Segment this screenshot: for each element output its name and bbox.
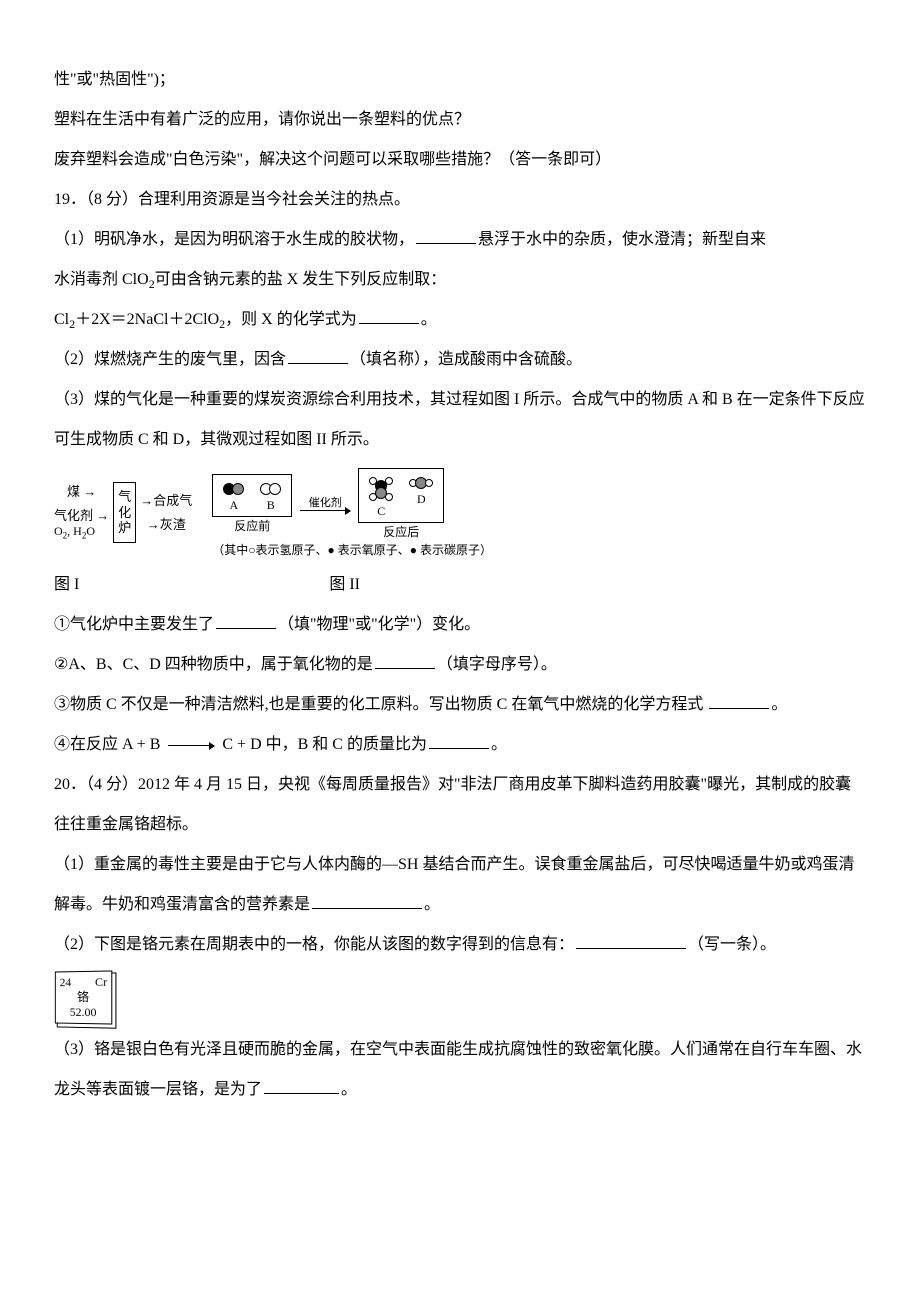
text: 。 — [491, 736, 507, 753]
text: Cl — [54, 311, 69, 328]
text: ①气化炉中主要发生了 — [54, 616, 214, 633]
element-name: 铬 — [57, 990, 110, 1005]
diagram-wrapper: 煤 气化剂 O2, H2O 气 化 炉 合成气 灰渣 A — [54, 468, 866, 557]
arrow-icon — [96, 508, 109, 523]
catalyst-label: 催化剂 — [309, 497, 342, 510]
text: （填字母序号）。 — [437, 656, 557, 673]
o-label: O — [86, 524, 95, 538]
text: （2）下图是铬元素在周期表中的一格，你能从该图的数字得到的信息有： — [54, 936, 574, 953]
text: （1）重金属的毒性主要是由于它与人体内酶的—SH 基结合而产生。误食重金属盐后，… — [54, 856, 854, 913]
text: 性"或"热固性")； — [54, 71, 175, 88]
coal-label: 煤 — [67, 484, 80, 499]
text: 可由含钠元素的盐 X 发生下列反应制取： — [155, 271, 447, 288]
text: （1）明矾净水，是因为明矾溶于水生成的胶状物， — [54, 231, 414, 248]
furnace-box: 气 化 炉 — [113, 482, 136, 543]
q20-header: 20．（4 分）2012 年 4 月 15 日，央视《每周质量报告》对"非法厂商… — [54, 765, 866, 845]
text: ，则 X 的化学式为 — [225, 311, 357, 328]
figure-labels: 图 I 图 II — [54, 565, 866, 605]
text: （填名称），造成酸雨中含硫酸。 — [350, 351, 582, 368]
text: 炉 — [118, 520, 131, 536]
label-a: A — [229, 498, 238, 512]
q19-part1-cont: 水消毒剂 ClO2可由含钠元素的盐 X 发生下列反应制取： — [54, 260, 866, 300]
q19-sub2: ②A、B、C、D 四种物质中，属于氧化物的是 （填字母序号）。 — [54, 645, 866, 685]
atomic-number: 24 — [60, 975, 72, 990]
intro-line-1: 性"或"热固性")； — [54, 60, 866, 100]
catalyst-arrow: 催化剂 — [300, 497, 350, 511]
blank-input[interactable] — [709, 693, 769, 709]
q20-part2: （2）下图是铬元素在周期表中的一格，你能从该图的数字得到的信息有： （写一条）。 — [54, 925, 866, 965]
text: C + D 中，B 和 C 的质量比为 — [218, 736, 427, 753]
text: 。 — [424, 896, 440, 913]
text: （3）铬是银白色有光泽且硬而脆的金属，在空气中表面能生成抗腐蚀性的致密氧化膜。人… — [54, 1041, 862, 1098]
atom-legend: （其中○表示氢原子、● 表示氧原子、● 表示碳原子） — [212, 543, 492, 557]
label-c: C — [377, 504, 385, 518]
arrow-icon — [147, 517, 160, 532]
label-d: D — [417, 492, 426, 506]
text: 水消毒剂 ClO — [54, 271, 149, 288]
q19-sub4: ④在反应 A + B C + D 中，B 和 C 的质量比为 。 — [54, 725, 866, 765]
text: 气 — [118, 489, 131, 505]
blank-input[interactable] — [416, 228, 476, 244]
atomic-mass: 52.00 — [57, 1005, 110, 1021]
q19-part2: （2）煤燃烧产生的废气里，因含 （填名称），造成酸雨中含硫酸。 — [54, 340, 866, 380]
q19-part3: （3）煤的气化是一种重要的煤炭资源综合利用技术，其过程如图 I 所示。合成气中的… — [54, 380, 866, 460]
fig1-label: 图 I — [54, 565, 79, 605]
q19-header: 19．（8 分）合理利用资源是当今社会关注的热点。 — [54, 180, 866, 220]
fig2-label: 图 II — [329, 565, 360, 605]
q19-equation: Cl2＋2X＝2NaCl＋2ClO2，则 X 的化学式为。 — [54, 300, 866, 340]
text: （2）煤燃烧产生的废气里，因含 — [54, 351, 286, 368]
text: 悬浮于水中的杂质，使水澄清；新型自来 — [478, 231, 766, 248]
gasifier-label: 气化剂 — [54, 508, 93, 523]
q20-part3: （3）铬是银白色有光泽且硬而脆的金属，在空气中表面能生成抗腐蚀性的致密氧化膜。人… — [54, 1030, 866, 1110]
blank-input[interactable] — [264, 1078, 339, 1094]
intro-line-3: 废弃塑料会造成"白色污染"，解决这个问题可以采取哪些措施？（答一条即可） — [54, 140, 866, 180]
blank-input[interactable] — [359, 308, 419, 324]
diagram-1-flowchart: 煤 气化剂 O2, H2O 气 化 炉 合成气 灰渣 — [54, 482, 192, 543]
text: ②A、B、C、D 四种物质中，属于氧化物的是 — [54, 656, 373, 673]
text: （填"物理"或"化学"）变化。 — [278, 616, 480, 633]
text: 。 — [421, 311, 437, 328]
text: ④在反应 A + B — [54, 736, 164, 753]
text: 。 — [341, 1081, 357, 1098]
blank-input[interactable] — [429, 733, 489, 749]
label-b: B — [267, 498, 275, 512]
text: 化 — [118, 505, 131, 521]
q19-sub3: ③物质 C 不仅是一种清洁燃料,也是重要的化工原料。写出物质 C 在氧气中燃烧的… — [54, 685, 866, 725]
syngas-label: 合成气 — [153, 493, 192, 508]
element-card-chromium: 24 Cr 铬 52.00 — [55, 971, 112, 1025]
diagram-2-reaction: A B 反应前 催化剂 — [212, 468, 492, 557]
blank-input[interactable] — [288, 348, 348, 364]
reaction-after-box: C D — [358, 468, 444, 523]
arrow-icon — [140, 493, 153, 508]
blank-input[interactable] — [576, 933, 686, 949]
element-symbol: Cr — [95, 975, 107, 990]
intro-line-2: 塑料在生活中有着广泛的应用，请你说出一条塑料的优点？ — [54, 100, 866, 140]
text: （写一条）。 — [688, 936, 776, 953]
arrow-icon — [83, 484, 96, 499]
text: ＋2X＝2NaCl＋2ClO — [75, 311, 219, 328]
slag-label: 灰渣 — [160, 517, 186, 532]
after-caption: 反应后 — [358, 525, 444, 539]
q20-part1: （1）重金属的毒性主要是由于它与人体内酶的—SH 基结合而产生。误食重金属盐后，… — [54, 845, 866, 925]
blank-input[interactable] — [375, 653, 435, 669]
before-caption: 反应前 — [212, 519, 292, 533]
q19-sub1: ①气化炉中主要发生了 （填"物理"或"化学"）变化。 — [54, 605, 866, 645]
text: 。 — [771, 696, 787, 713]
text: ③物质 C 不仅是一种清洁燃料,也是重要的化工原料。写出物质 C 在氧气中燃烧的… — [54, 696, 703, 713]
reaction-arrow-icon — [168, 745, 214, 746]
blank-input[interactable] — [312, 893, 422, 909]
o2-label: O — [54, 524, 63, 538]
blank-input[interactable] — [216, 613, 276, 629]
q19-part1: （1）明矾净水，是因为明矾溶于水生成的胶状物， 悬浮于水中的杂质，使水澄清；新型自… — [54, 220, 866, 260]
reaction-before-box: A B — [212, 474, 292, 517]
h2o-label: , H — [67, 524, 82, 538]
